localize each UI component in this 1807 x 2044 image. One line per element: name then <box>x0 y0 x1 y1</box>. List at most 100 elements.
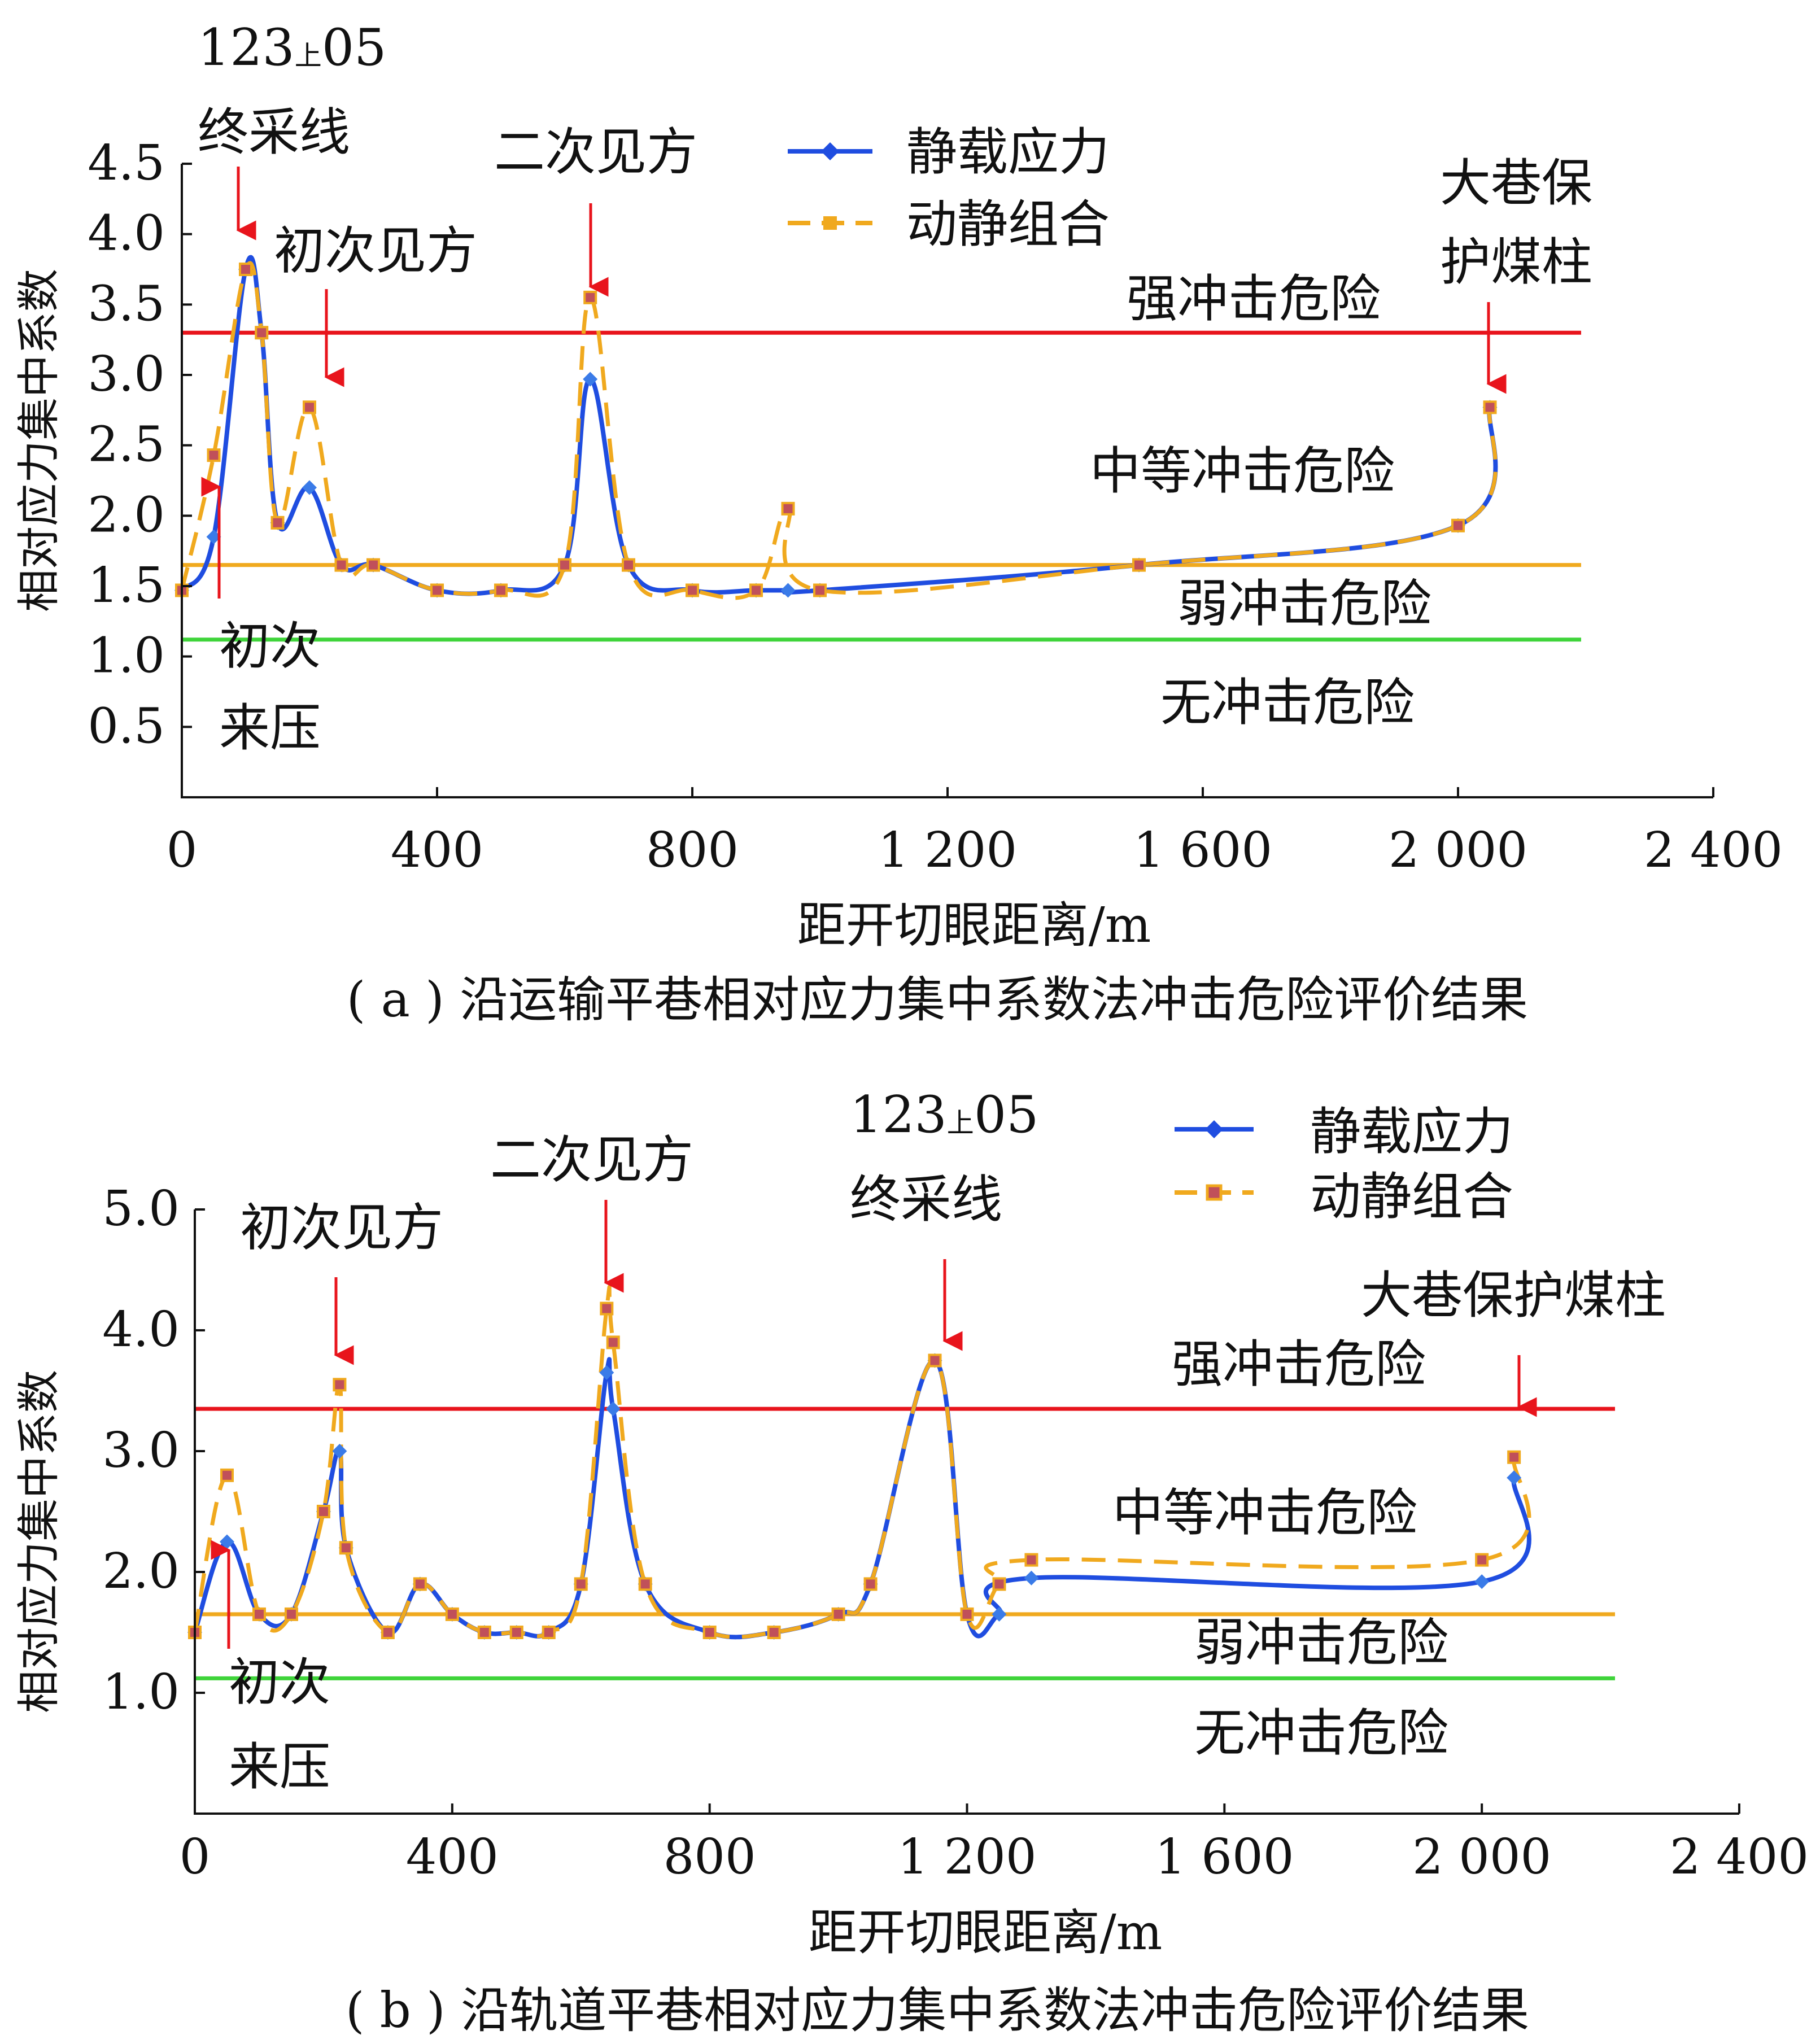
x-tick-label-b: 2 400 <box>1670 1829 1807 1885</box>
point-static-b <box>1474 1574 1490 1589</box>
y-tick-label-a: 4.5 <box>88 135 165 191</box>
chart-panel-b: 0 400 800 1 200 1 600 2 000 2 400 1.0 2.0 3.0 4.0 5… <box>14 1085 1807 2039</box>
zone-label-weak-a: 弱冲击危险 <box>1177 574 1431 634</box>
y-axis-title-a: 相对应力集中系数 <box>14 269 64 612</box>
point-dynamic-a <box>1132 558 1146 572</box>
annotation-pillar2-a: 护煤柱 <box>1440 233 1592 292</box>
axes-b: 0 400 800 1 200 1 600 2 000 2 400 1.0 2.0 3.0 4.0 5… <box>102 1181 1807 1885</box>
legend-marker-static-a <box>821 142 839 160</box>
x-tick-label-b: 400 <box>406 1829 499 1885</box>
x-axis-title-b: 距开切眼距离/m <box>809 1905 1163 1961</box>
point-dynamic-a <box>303 400 316 414</box>
annotation-final-line-a: 123上05 <box>198 18 386 77</box>
point-dynamic-b <box>413 1577 427 1591</box>
x-tick-label-a: 1 600 <box>1133 822 1272 879</box>
point-dynamic-a <box>255 326 269 340</box>
caption-b: ( b ) 沿轨道平巷相对应力集中系数法冲击危险评价结果 <box>346 1982 1529 2039</box>
point-static-b <box>332 1444 347 1458</box>
point-dynamic-a <box>270 516 285 530</box>
point-static-b <box>1024 1570 1039 1586</box>
y-tick-label-a: 2.5 <box>88 417 165 473</box>
point-dynamic-b <box>381 1626 395 1639</box>
point-dynamic-a <box>558 558 571 572</box>
annotation-final-line-b: 123上05 <box>850 1085 1038 1145</box>
point-dynamic-b <box>220 1468 234 1482</box>
annotation-final-line2-b: 终采线 <box>850 1170 1002 1229</box>
point-dynamic-b <box>252 1607 266 1621</box>
annotation-second-square-a: 二次见方 <box>494 123 697 182</box>
point-static-a <box>780 583 796 598</box>
point-dynamic-b <box>928 1353 942 1368</box>
point-static-b <box>1507 1470 1522 1486</box>
point-dynamic-a <box>622 558 635 572</box>
point-dynamic-b <box>1475 1553 1489 1567</box>
x-axis-title-a: 距开切眼距离/m <box>797 897 1151 954</box>
y-tick-label-b: 5.0 <box>102 1181 180 1237</box>
point-dynamic-a <box>813 583 827 597</box>
x-tick-label-b: 0 <box>180 1829 211 1885</box>
point-dynamic-a <box>1483 400 1497 414</box>
point-dynamic-b <box>702 1626 717 1639</box>
legend-label-dynamic-b: 动静组合 <box>1310 1167 1513 1226</box>
point-dynamic-b <box>445 1607 459 1621</box>
point-static-b <box>992 1606 1007 1622</box>
point-dynamic-b <box>960 1607 974 1621</box>
annotation-first-pressure-a: 初次 <box>219 617 321 676</box>
y-tick-label-a: 2.0 <box>88 487 165 543</box>
point-static-a <box>583 372 598 387</box>
annotation-second-square-b: 二次见方 <box>490 1130 693 1190</box>
annotation-final-line2-a: 终采线 <box>198 103 350 162</box>
legend-marker-static-b <box>1205 1120 1223 1138</box>
legend-b: 静载应力 动静组合 <box>1175 1102 1513 1226</box>
annotation-pillar-a: 大巷保 <box>1440 154 1592 213</box>
y-tick-label-b: 4.0 <box>102 1301 180 1358</box>
point-dynamic-a <box>366 558 380 572</box>
point-static-a <box>206 529 221 544</box>
y-tick-label-a: 1.5 <box>88 557 165 614</box>
y-tick-label-b: 1.0 <box>102 1664 180 1720</box>
x-tick-label-b: 1 600 <box>1155 1829 1294 1885</box>
caption-a: ( a ) 沿运输平巷相对应力集中系数法冲击危险评价结果 <box>347 972 1528 1028</box>
point-dynamic-b <box>606 1335 620 1349</box>
legend-a: 静载应力 动静组合 <box>788 123 1110 254</box>
axes-a: 0 400 800 1 200 1 600 2 000 2 400 0.5 1.0 1.5 2.0 2… <box>88 135 1783 879</box>
point-dynamic-b <box>600 1301 614 1316</box>
point-dynamic-b <box>863 1577 878 1591</box>
point-dynamic-b <box>316 1505 330 1518</box>
y-tick-label-a: 3.0 <box>88 346 165 403</box>
point-dynamic-a <box>686 583 699 597</box>
x-tick-label-a: 0 <box>167 822 198 879</box>
zone-label-none-b: 无冲击危险 <box>1194 1704 1448 1763</box>
legend-label-dynamic-a: 动静组合 <box>906 195 1110 254</box>
x-tick-label-a: 1 200 <box>878 822 1017 879</box>
point-dynamic-b <box>284 1607 298 1621</box>
point-dynamic-a <box>430 583 444 597</box>
threshold-lines-a <box>182 330 1581 642</box>
point-dynamic-b <box>992 1577 1006 1591</box>
point-dynamic-b <box>1507 1450 1521 1464</box>
annotation-first-square-b: 初次见方 <box>240 1198 443 1257</box>
y-tick-label-b: 3.0 <box>102 1422 180 1479</box>
legend-label-static-b: 静载应力 <box>1310 1102 1513 1161</box>
point-dynamic-b <box>542 1626 556 1639</box>
y-tick-label-a: 3.5 <box>88 276 165 332</box>
y-tick-label-a: 0.5 <box>88 698 165 754</box>
annotation-first-pressure2-a: 来压 <box>219 698 321 758</box>
legend-label-static-a: 静载应力 <box>906 123 1110 182</box>
legend-marker-dynamic-a <box>823 216 837 230</box>
point-static-b <box>599 1365 614 1380</box>
annotation-first-pressure-b: 初次 <box>229 1653 330 1712</box>
point-dynamic-a <box>334 558 348 572</box>
legend-marker-dynamic-b <box>1206 1184 1223 1201</box>
chart-panel-a: 0 400 800 1 200 1 600 2 000 2 400 0.5 1.0 1.5 2.0 2… <box>14 18 1783 1028</box>
y-tick-label-a: 4.0 <box>88 206 165 262</box>
point-dynamic-b <box>477 1626 491 1639</box>
point-dynamic-b <box>1024 1553 1038 1567</box>
x-tick-label-b: 1 200 <box>897 1829 1036 1885</box>
point-static-b <box>605 1401 621 1417</box>
x-tick-label-a: 2 400 <box>1644 822 1783 879</box>
point-dynamic-b <box>339 1541 353 1555</box>
threshold-lines-b <box>195 1407 1615 1680</box>
